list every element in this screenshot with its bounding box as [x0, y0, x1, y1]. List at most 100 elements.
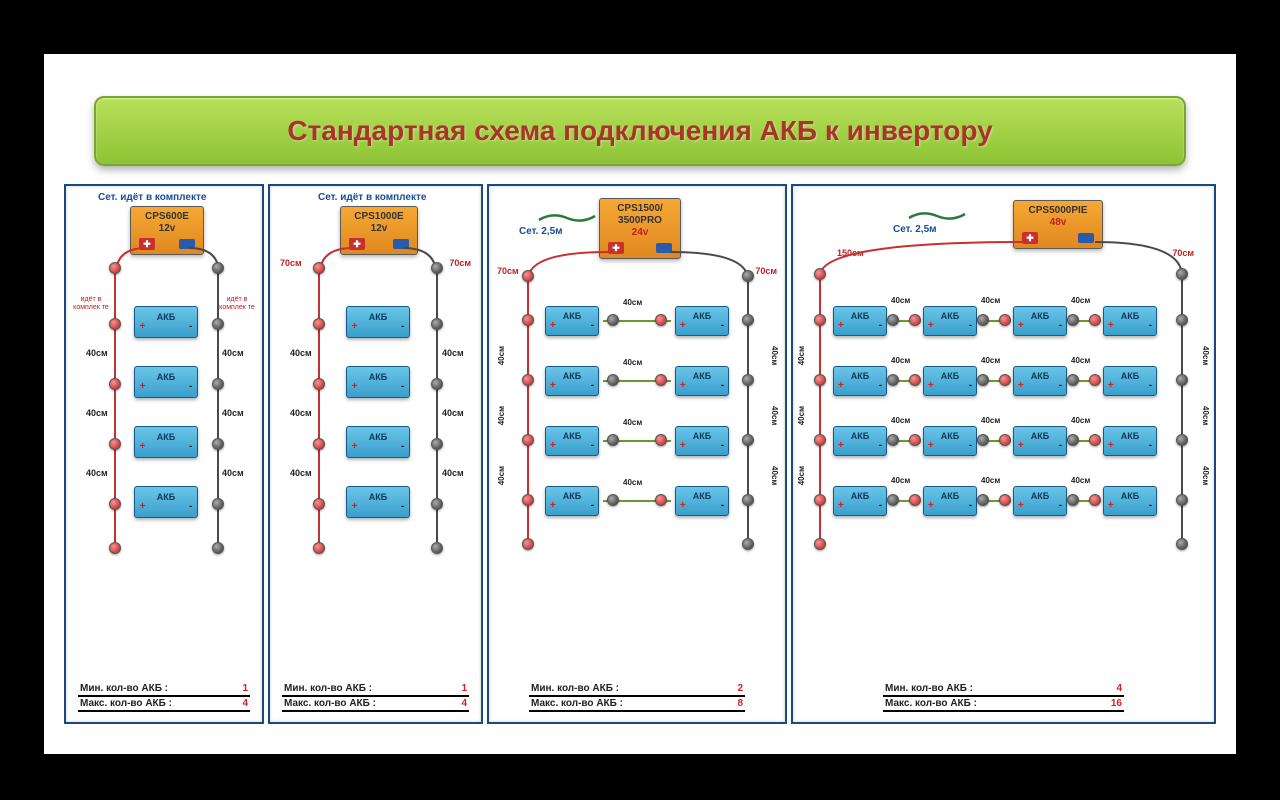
node-dark — [607, 374, 619, 386]
node-red — [313, 542, 325, 554]
node-red — [522, 538, 534, 550]
node-dark — [1067, 314, 1079, 326]
lead-arcs — [523, 250, 755, 282]
panel-cps600e: Сет. идёт в комплекте CPS600E 12v ✚ идёт… — [64, 184, 264, 724]
node-dark — [212, 438, 224, 450]
panels-container: Сет. идёт в комплекте CPS600E 12v ✚ идёт… — [64, 184, 1216, 724]
node-red — [313, 498, 325, 510]
node-dark — [212, 498, 224, 510]
node-red — [814, 494, 826, 506]
len-label: 40см — [497, 346, 506, 365]
node-dark — [887, 314, 899, 326]
cable-note: Сет. 2,5м — [893, 224, 937, 235]
stat-min-val: 1 — [242, 683, 248, 694]
battery: АКБ+- — [545, 366, 599, 396]
stats: Мин. кол-во АКБ :1 Макс. кол-во АКБ :4 — [282, 682, 469, 712]
mid-len: 40см — [981, 356, 1000, 365]
battery: АКБ+- — [833, 306, 887, 336]
node-red — [909, 374, 921, 386]
cable-squiggle-icon — [907, 208, 967, 222]
panel-cps1000e: Сет. идёт в комплекте CPS1000E 12v ✚ 70с… — [268, 184, 483, 724]
inverter-model: CPS1000E — [349, 211, 409, 223]
node-red — [1089, 434, 1101, 446]
battery: АКБ+- — [346, 366, 410, 398]
len-label: 40см — [222, 468, 244, 478]
node-dark — [977, 314, 989, 326]
lead-arcs — [111, 246, 226, 276]
inverter-model: CPS5000PIE — [1022, 205, 1094, 217]
inverter-model-2: 3500PRO — [608, 215, 672, 227]
node-dark — [431, 498, 443, 510]
stat-min-label: Мин. кол-во АКБ : — [284, 683, 372, 694]
node-dark — [977, 494, 989, 506]
lead-len-right: 70см — [755, 266, 777, 276]
len-label: 40см — [497, 466, 506, 485]
len-label: 40см — [797, 406, 806, 425]
len-label: 40см — [222, 348, 244, 358]
cable-note: Сет. 2,5м — [519, 226, 563, 237]
mid-len: 40см — [623, 478, 642, 487]
node-red — [109, 542, 121, 554]
node-dark — [431, 318, 443, 330]
len-label: 40см — [797, 346, 806, 365]
battery: АКБ+- — [1103, 486, 1157, 516]
node-dark — [742, 374, 754, 386]
node-red — [999, 314, 1011, 326]
node-dark — [742, 314, 754, 326]
battery: АКБ+- — [346, 486, 410, 518]
len-label: 40см — [770, 406, 779, 425]
len-label: 40см — [497, 406, 506, 425]
node-dark — [887, 374, 899, 386]
node-red — [655, 374, 667, 386]
node-red — [814, 314, 826, 326]
len-label: 40см — [1201, 406, 1210, 425]
node-dark — [977, 374, 989, 386]
node-red — [522, 434, 534, 446]
node-red — [109, 318, 121, 330]
stat-max-val: 16 — [1111, 698, 1122, 709]
stats: Мин. кол-во АКБ :2 Макс. кол-во АКБ :8 — [529, 682, 745, 712]
node-red — [109, 262, 121, 274]
node-dark — [1067, 494, 1079, 506]
battery: АКБ+- — [1103, 366, 1157, 396]
len-label: 40см — [770, 466, 779, 485]
lead-len-left: 70см — [280, 258, 302, 268]
node-dark — [1176, 494, 1188, 506]
node-red — [313, 438, 325, 450]
len-label: 40см — [442, 348, 464, 358]
len-label: 40см — [290, 348, 312, 358]
side-note-left: идёт в комплек те — [72, 296, 110, 311]
mid-len: 40см — [891, 296, 910, 305]
node-dark — [431, 438, 443, 450]
node-dark — [607, 314, 619, 326]
node-dark — [742, 270, 754, 282]
lead-len-left: 70см — [497, 266, 519, 276]
battery: АКБ+- — [923, 306, 977, 336]
len-label: 40см — [442, 408, 464, 418]
node-dark — [212, 378, 224, 390]
node-dark — [742, 494, 754, 506]
node-red — [814, 268, 826, 280]
inverter-model-1: CPS1500/ — [608, 203, 672, 215]
side-note-right: идёт в комплек те — [218, 296, 256, 311]
battery: АКБ+- — [346, 306, 410, 338]
panel-cps5000pie: Сет. 2,5м CPS5000PIE 48v ✚ 150см 70см АК… — [791, 184, 1216, 724]
battery: АКБ+- — [346, 426, 410, 458]
len-label: 40см — [1201, 346, 1210, 365]
node-red — [1089, 494, 1101, 506]
stat-max-val: 4 — [242, 698, 248, 709]
node-red — [109, 438, 121, 450]
battery: АКБ+- — [675, 366, 729, 396]
node-red — [313, 378, 325, 390]
battery: АКБ+- — [1013, 486, 1067, 516]
node-red — [109, 378, 121, 390]
len-label: 40см — [770, 346, 779, 365]
battery: АКБ+- — [675, 426, 729, 456]
mid-len: 40см — [1071, 416, 1090, 425]
inverter-voltage: 24v — [608, 227, 672, 239]
node-dark — [1067, 434, 1079, 446]
node-dark — [887, 494, 899, 506]
battery: АКБ+- — [134, 426, 198, 458]
node-red — [1089, 314, 1101, 326]
stat-min-val: 1 — [461, 683, 467, 694]
